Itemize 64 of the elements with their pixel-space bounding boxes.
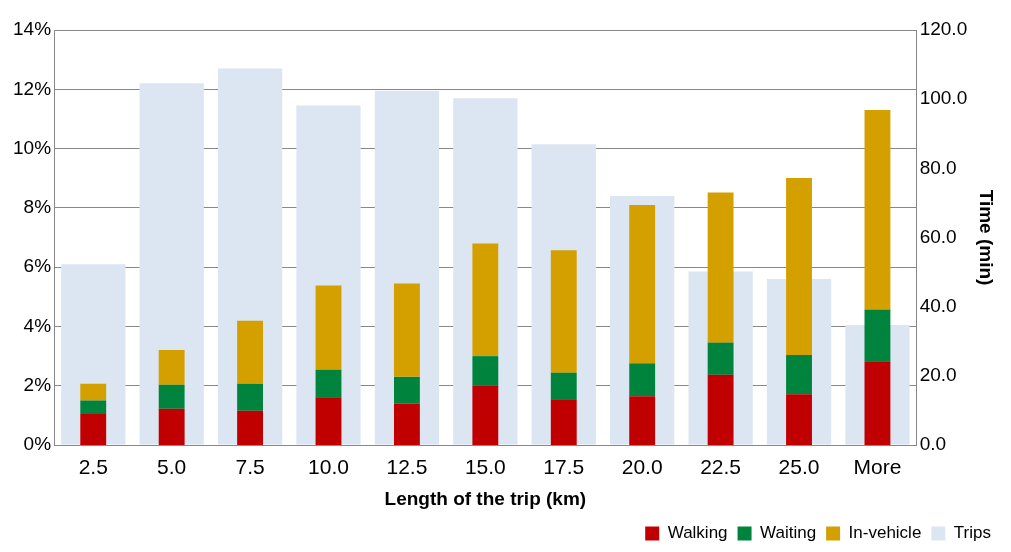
- bar: [393, 376, 420, 404]
- bar: [393, 403, 420, 445]
- x-tick-label: 10.0: [308, 455, 349, 479]
- legend-label: Waiting: [760, 523, 817, 543]
- y2-tick-label: 60.0: [919, 225, 957, 247]
- x-tick-label: 22.5: [700, 455, 742, 479]
- bar: [80, 400, 107, 414]
- y2-tick-label: 20.0: [919, 364, 957, 386]
- bar: [237, 320, 264, 384]
- x-tick-label: 17.5: [543, 455, 585, 479]
- y2-tick-label: 0.0: [919, 433, 947, 455]
- bar: [393, 283, 420, 377]
- bar: [315, 285, 342, 370]
- y-tick-label: 2%: [23, 373, 52, 395]
- bar: [237, 383, 264, 411]
- y-tick-label: 10%: [13, 136, 52, 158]
- bar: [139, 83, 204, 445]
- y-tick-label: 6%: [23, 255, 52, 277]
- y-tick-label: 0%: [23, 433, 52, 455]
- bar: [550, 372, 577, 400]
- bar: [864, 361, 891, 445]
- x-tick-label: 5.0: [157, 455, 187, 479]
- y-tick-label: 14%: [13, 18, 52, 40]
- bar: [80, 413, 107, 445]
- legend-label: Trips: [953, 523, 992, 543]
- y2-tick-label: 120.0: [919, 18, 968, 40]
- x-axis-title: Length of the trip (km): [384, 487, 587, 509]
- bar: [472, 243, 499, 357]
- y-tick-label: 12%: [13, 77, 52, 99]
- bar: [315, 369, 342, 398]
- y2-tick-label: 40.0: [919, 294, 957, 316]
- legend-label: In-vehicle: [848, 523, 922, 543]
- x-tick-label: 20.0: [621, 455, 663, 479]
- bar: [158, 384, 185, 409]
- bar: [472, 356, 499, 386]
- y2-tick-label: 80.0: [919, 156, 957, 178]
- bar: [864, 309, 891, 362]
- bar: [629, 204, 656, 364]
- bar: [158, 349, 185, 385]
- bar: [707, 342, 734, 375]
- y2-tick-label: 100.0: [919, 87, 968, 109]
- bar: [550, 250, 577, 373]
- bar: [315, 397, 342, 445]
- y2-axis-title: Time (min): [976, 189, 998, 286]
- y-tick-label: 4%: [23, 314, 52, 336]
- x-tick-label: 12.5: [386, 455, 428, 479]
- x-tick-label: 2.5: [78, 455, 108, 479]
- x-tick-label: 15.0: [464, 455, 506, 479]
- x-tick-label: 7.5: [235, 455, 265, 479]
- legend-label: Walking: [667, 523, 728, 543]
- bar: [629, 396, 656, 445]
- x-tick-label: More: [853, 455, 902, 479]
- y-tick-label: 8%: [23, 196, 52, 218]
- bar: [550, 399, 577, 445]
- bar: [786, 394, 812, 445]
- bar: [237, 410, 264, 445]
- bar: [707, 374, 734, 445]
- bar: [864, 109, 891, 310]
- x-tick-label: 25.0: [778, 455, 820, 479]
- bar: [472, 385, 499, 445]
- bar: [629, 363, 656, 397]
- bar: [158, 408, 185, 445]
- bar: [80, 383, 107, 401]
- bar: [786, 355, 812, 395]
